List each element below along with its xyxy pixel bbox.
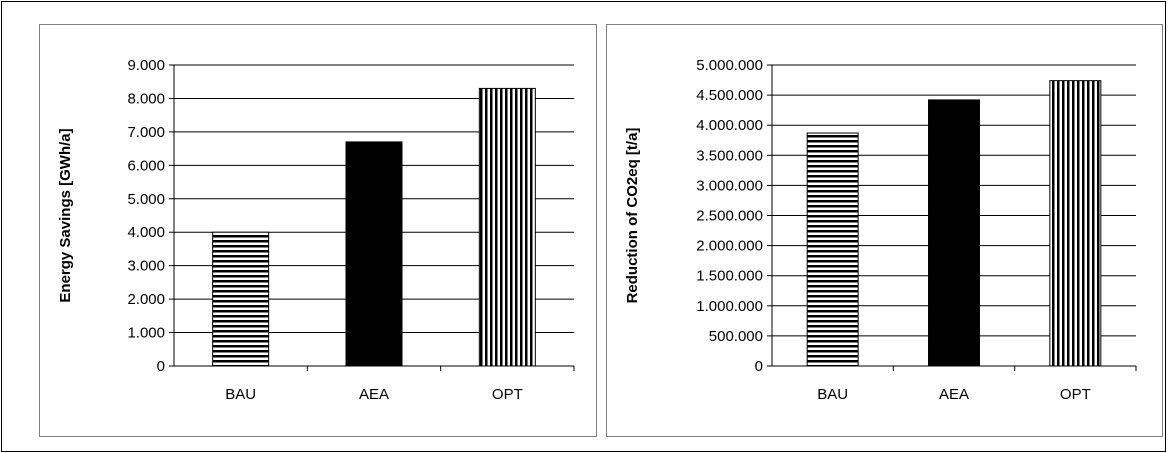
y-tick-label: 2.000.000 [696, 238, 763, 255]
y-tick-label: 5.000.000 [696, 57, 763, 74]
bar-aea [928, 99, 980, 367]
y-tick-label: 6.000 [127, 157, 165, 174]
y-tick-label: 5.000 [127, 191, 165, 208]
y-tick-label: 1.000.000 [696, 298, 763, 315]
y-tick-label: 3.500.000 [696, 147, 763, 164]
x-tick-label: OPT [1060, 386, 1091, 403]
co2-reduction-chart-svg: 0 500.000 1.000.000 1.500.000 2.000.000 2.500… [624, 57, 1137, 403]
y-tick-label: 1.500.000 [696, 268, 763, 285]
y-tick-label: 0 [157, 358, 165, 375]
bar-bau [212, 231, 270, 367]
y-tick-label: 2.000 [127, 291, 165, 308]
bar-opt [1049, 80, 1102, 367]
x-tick-label: AEA [359, 386, 389, 403]
energy-savings-chart-svg: 0 1.000 2.000 3.000 4.000 5.000 6.000 7.000 8.00… [57, 57, 575, 403]
y-tick-label: 3.000 [127, 258, 165, 275]
y-tick-label: 9.000 [127, 57, 165, 74]
y-tick-label: 3.000.000 [696, 177, 763, 194]
bar-aea [345, 141, 403, 367]
y-tick-label: 4.000 [127, 224, 165, 241]
y-tick-label: 0 [755, 358, 763, 375]
y-tick-label: 4.000.000 [696, 117, 763, 134]
energy-savings-chart: 0 1.000 2.000 3.000 4.000 5.000 6.000 7.000 8.00… [39, 24, 597, 437]
bar-bau [806, 132, 859, 367]
y-tick-label: 8.000 [127, 90, 165, 107]
y-tick-label: 4.500.000 [696, 87, 763, 104]
x-tick-label: OPT [492, 386, 523, 403]
y-axis-title: Reduction of CO2eq [t/a] [624, 128, 641, 304]
y-axis-title: Energy Savings [GWh/a] [57, 128, 74, 302]
y-tick-label: 500.000 [709, 328, 763, 345]
y-tick-label: 7.000 [127, 124, 165, 141]
y-tick-label: 2.500.000 [696, 208, 763, 225]
y-tick-label: 1.000 [127, 325, 165, 342]
x-tick-label: BAU [817, 386, 848, 403]
co2-reduction-chart: 0 500.000 1.000.000 1.500.000 2.000.000 2.500… [606, 24, 1163, 437]
x-tick-label: AEA [939, 386, 969, 403]
bar-opt [478, 87, 536, 367]
x-tick-label: BAU [225, 386, 256, 403]
